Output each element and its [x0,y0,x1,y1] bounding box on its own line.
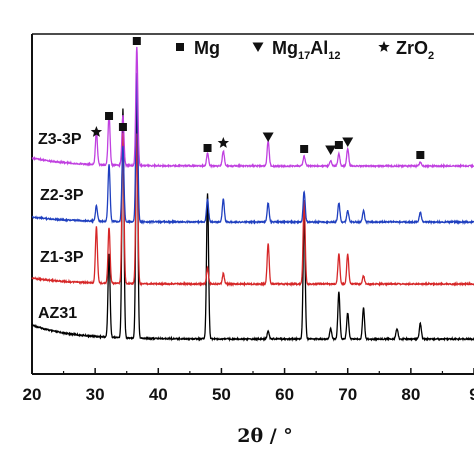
phase-marker-square [203,144,212,152]
phase-marker-square [334,141,343,149]
phase-marker-square [105,112,114,120]
x-tick-label: 40 [149,385,168,404]
x-tick-label: 80 [401,385,420,404]
series-label-layer: AZ31 Z1-3P Z2-3P Z3-3P [38,131,84,322]
phase-marker-triangle-down [342,137,354,147]
legend-label-mg: Mg [194,38,220,58]
phase-marker-square [416,151,425,159]
phase-marker-square [132,37,141,45]
phase-marker-star [90,126,103,137]
phase-marker-triangle-down [262,132,274,142]
phase-marker-square [118,123,127,131]
legend: Mg Mg17Al12 ZrO2 [176,38,434,62]
series-label: Z2-3P [40,187,84,204]
series-line-az31 [31,99,474,342]
x-tick-label: 70 [338,385,357,404]
legend-star-marker [378,41,390,52]
x-tick-label: 50 [212,385,231,404]
series-line-z3-3p [31,46,474,169]
legend-label-mg17al12: Mg17Al12 [272,38,341,62]
phase-marker-layer [90,37,425,159]
phase-marker-square [300,145,309,153]
series-line-z1-3p [31,133,474,288]
x-tick-label: 60 [275,385,294,404]
phase-marker-star [217,137,230,148]
x-tick-label: 20 [23,385,42,404]
phase-marker-triangle-down [325,145,337,155]
legend-triangle-marker [252,42,264,52]
series-label: Z3-3P [38,131,82,148]
plot-frame [31,33,474,375]
x-tick-label: 30 [86,385,105,404]
x-tick-label: 9 [469,385,474,404]
x-tick-layer: 20 30 40 50 60 70 80 9 [23,368,474,404]
series-label: AZ31 [38,305,77,322]
series-label: Z1-3P [40,249,84,266]
legend-square-marker [176,43,184,51]
x-axis-title: 2θ / ° [237,425,293,447]
series-line-z2-3p [31,72,474,226]
legend-label-zro2: ZrO2 [396,38,434,62]
series-layer [31,46,474,342]
